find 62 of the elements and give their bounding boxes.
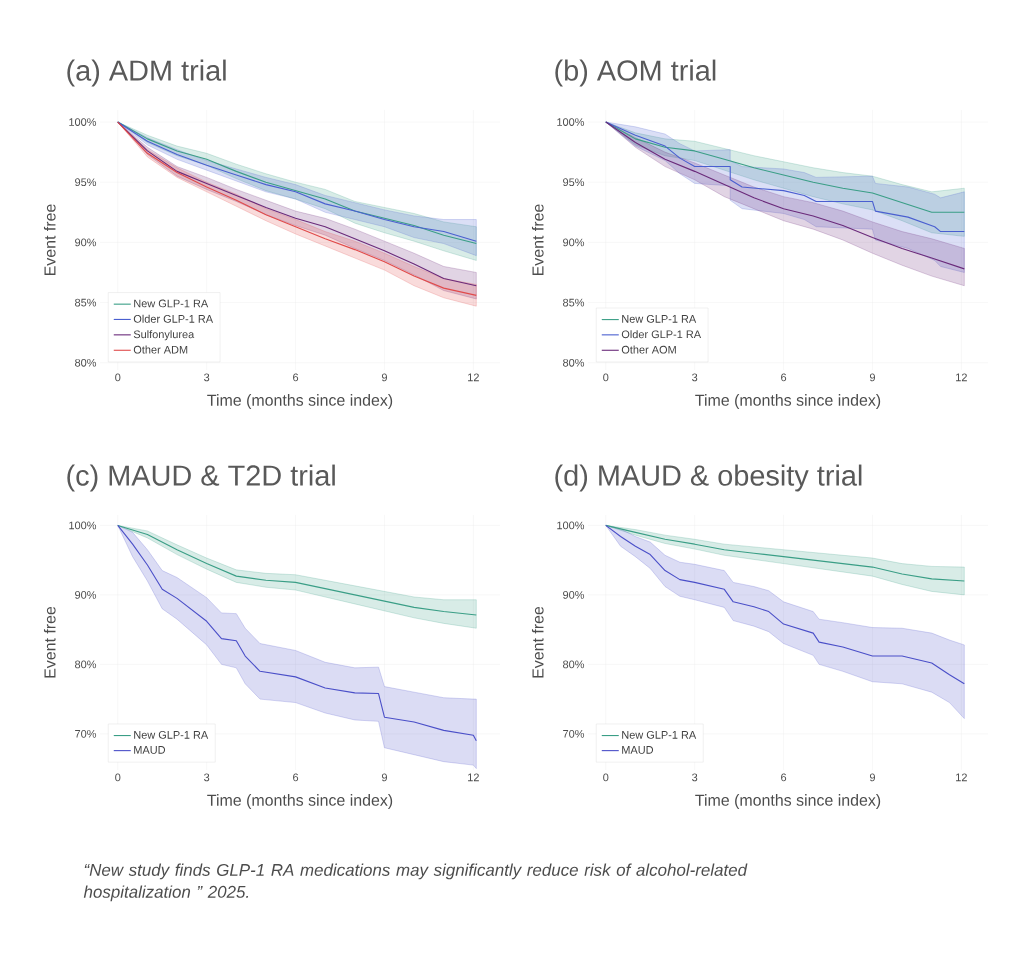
legend-label: New GLP-1 RA	[134, 730, 209, 739]
legend-label: Older GLP-1 RA	[621, 330, 702, 339]
x-tick-label: 0	[115, 373, 121, 382]
legend-label: New GLP-1 RA	[134, 299, 209, 308]
legend-label: Other ADM	[133, 345, 188, 354]
chart-title: (d) MAUD & obesity trial	[555, 464, 862, 492]
chart-title: (c) MAUD & T2D trial	[67, 464, 335, 492]
y-tick-label: 100%	[557, 521, 585, 530]
x-tick-label: 3	[692, 773, 698, 782]
x-axis-title: Time (months since index)	[695, 394, 881, 409]
y-tick-label: 80%	[75, 358, 97, 367]
x-tick-label: 0	[603, 373, 609, 382]
y-axis-title: Event free	[531, 606, 544, 678]
y-tick-label: 90%	[75, 238, 97, 247]
y-tick-label: 90%	[563, 591, 585, 599]
x-tick-label: 0	[603, 773, 609, 782]
x-tick-label: 9	[869, 773, 875, 782]
legend-label: Older GLP-1 RA	[133, 314, 214, 323]
y-tick-label: 70%	[563, 729, 585, 738]
y-tick-label: 100%	[69, 118, 97, 126]
y-tick-label: 80%	[75, 660, 97, 669]
x-tick-label: 6	[293, 773, 299, 782]
x-tick-label: 9	[869, 373, 875, 382]
legend-label: Sulfonylurea	[133, 330, 195, 341]
legend-label: Other AOM	[621, 345, 676, 354]
legend-label: New GLP-1 RA	[622, 730, 697, 739]
y-tick-label: 95%	[563, 178, 585, 187]
x-tick-label: 6	[293, 373, 299, 382]
x-axis-title: Time (months since index)	[695, 794, 881, 809]
y-tick-label: 80%	[563, 358, 585, 367]
x-tick-label: 3	[692, 373, 698, 382]
y-tick-label: 100%	[557, 118, 585, 126]
x-tick-label: 6	[781, 773, 787, 782]
x-tick-label: 3	[204, 373, 210, 382]
y-tick-label: 80%	[563, 660, 585, 669]
y-tick-label: 100%	[69, 521, 97, 530]
x-tick-label: 0	[115, 773, 121, 782]
y-axis-title: Event free	[531, 204, 544, 275]
y-tick-label: 85%	[563, 298, 585, 307]
y-tick-label: 70%	[75, 729, 97, 738]
x-tick-label: 12	[956, 373, 967, 382]
x-tick-label: 3	[204, 773, 210, 782]
legend-label: MAUD	[622, 746, 654, 754]
legend-label: MAUD	[134, 746, 166, 754]
x-tick-label: 12	[468, 773, 479, 782]
x-tick-label: 9	[381, 373, 387, 382]
chart-title: (b) AOM trial	[555, 59, 716, 87]
x-tick-label: 12	[468, 373, 479, 382]
y-axis-title: Event free	[43, 204, 56, 275]
legend-label: New GLP-1 RA	[622, 315, 697, 323]
x-tick-label: 12	[956, 773, 967, 782]
y-tick-label: 90%	[75, 591, 97, 599]
y-tick-label: 95%	[75, 178, 97, 187]
x-tick-label: 6	[781, 373, 787, 382]
x-tick-label: 9	[381, 773, 387, 782]
y-tick-label: 85%	[75, 298, 97, 307]
y-tick-label: 90%	[563, 238, 585, 247]
x-axis-title: Time (months since index)	[207, 394, 393, 409]
chart-title: (a) ADM trial	[67, 59, 226, 87]
text: “New study finds GLP-1 RA medications may significantly reduce risk of alcohol-related hospitalization ” 2025.	[83, 863, 748, 902]
y-axis-title: Event free	[43, 606, 56, 678]
x-axis-title: Time (months since index)	[207, 794, 393, 809]
